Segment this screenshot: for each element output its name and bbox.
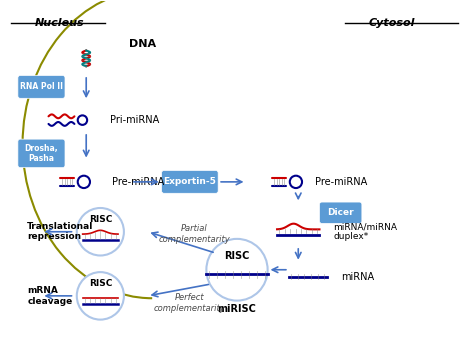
Text: Drosha,
Pasha: Drosha, Pasha xyxy=(25,144,58,163)
Text: RISC: RISC xyxy=(224,251,250,261)
Text: Translational
repression: Translational repression xyxy=(27,222,94,242)
Text: miRISC: miRISC xyxy=(218,304,256,314)
FancyBboxPatch shape xyxy=(18,75,65,98)
Circle shape xyxy=(206,239,268,300)
Text: miRNA/miRNA
duplex*: miRNA/miRNA duplex* xyxy=(334,222,398,242)
Circle shape xyxy=(77,208,124,256)
Text: Exportin-5: Exportin-5 xyxy=(164,177,216,186)
Text: miRNA: miRNA xyxy=(341,272,374,282)
Text: Dicer: Dicer xyxy=(328,208,354,217)
Text: RISC: RISC xyxy=(89,215,112,224)
Text: DNA: DNA xyxy=(128,39,156,49)
FancyBboxPatch shape xyxy=(162,171,218,193)
Text: Pri-miRNA: Pri-miRNA xyxy=(110,115,159,125)
Text: Nucleus: Nucleus xyxy=(35,18,84,28)
FancyBboxPatch shape xyxy=(319,202,362,223)
Text: RISC: RISC xyxy=(89,280,112,289)
Text: Cytosol: Cytosol xyxy=(369,18,415,28)
Text: Pre-miRNA: Pre-miRNA xyxy=(112,177,164,187)
FancyBboxPatch shape xyxy=(18,139,65,168)
Circle shape xyxy=(77,272,124,320)
Text: Perfect
complementarity: Perfect complementarity xyxy=(154,293,226,313)
Text: mRNA
cleavage: mRNA cleavage xyxy=(27,286,73,306)
Text: Partial
complementarity: Partial complementarity xyxy=(159,224,230,244)
Text: Pre-miRNA: Pre-miRNA xyxy=(315,177,367,187)
Text: RNA Pol II: RNA Pol II xyxy=(20,82,63,92)
